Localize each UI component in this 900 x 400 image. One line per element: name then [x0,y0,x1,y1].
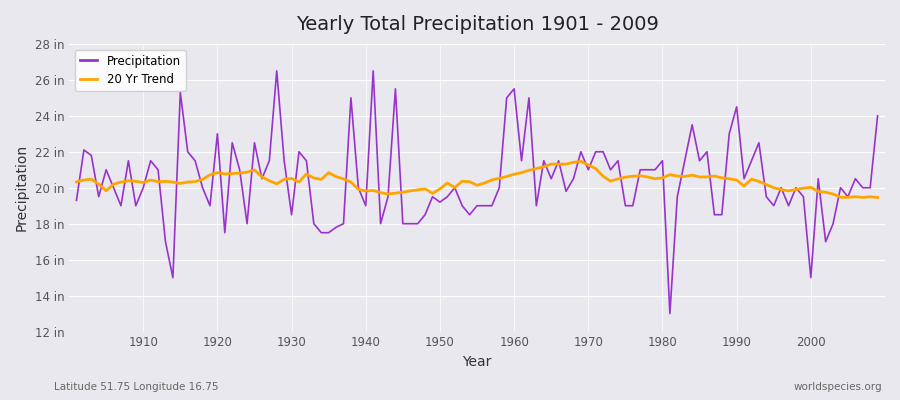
Precipitation [605,167,616,172]
20 Yr Trend [508,172,519,177]
Precipitation [872,114,883,118]
Text: Latitude 51.75 Longitude 16.75: Latitude 51.75 Longitude 16.75 [54,382,219,392]
20 Yr Trend [501,174,512,179]
Line: Precipitation: Precipitation [76,71,878,314]
Legend: Precipitation, 20 Yr Trend: Precipitation, 20 Yr Trend [75,50,185,91]
X-axis label: Year: Year [463,355,491,369]
20 Yr Trend [605,179,616,184]
20 Yr Trend [71,180,82,184]
20 Yr Trend [338,176,349,181]
20 Yr Trend [575,159,586,164]
Precipitation [271,68,282,73]
Title: Yearly Total Precipitation 1901 - 2009: Yearly Total Precipitation 1901 - 2009 [295,15,659,34]
20 Yr Trend [872,195,883,200]
Line: 20 Yr Trend: 20 Yr Trend [76,161,878,198]
20 Yr Trend [130,179,141,184]
Text: worldspecies.org: worldspecies.org [794,382,882,392]
20 Yr Trend [293,180,304,184]
Precipitation [130,203,141,208]
Precipitation [71,198,82,203]
Precipitation [516,158,526,163]
Y-axis label: Precipitation: Precipitation [15,144,29,231]
Precipitation [301,158,311,163]
Precipitation [346,96,356,100]
Precipitation [508,86,519,91]
Precipitation [664,311,675,316]
